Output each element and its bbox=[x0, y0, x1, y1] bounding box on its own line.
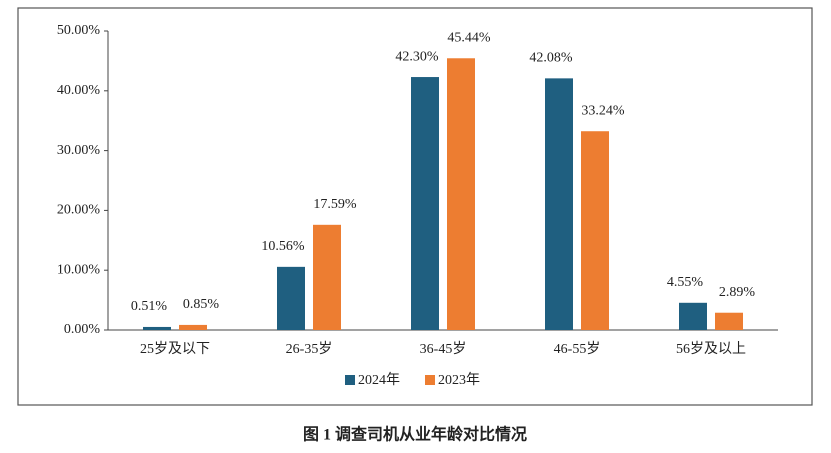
data-label: 33.24% bbox=[581, 103, 625, 118]
data-label: 0.51% bbox=[131, 299, 168, 314]
bar bbox=[715, 312, 743, 330]
bar bbox=[679, 302, 707, 330]
bar bbox=[179, 324, 207, 330]
legend-label: 2024年 bbox=[358, 372, 400, 388]
bar bbox=[545, 78, 573, 330]
bar bbox=[313, 224, 341, 330]
data-label: 42.08% bbox=[529, 51, 573, 66]
data-label: 17.59% bbox=[313, 197, 357, 212]
bar bbox=[447, 58, 475, 330]
y-tick-label: 50.00% bbox=[57, 23, 101, 38]
bar bbox=[411, 77, 439, 331]
y-tick-label: 30.00% bbox=[57, 143, 101, 158]
chart-frame bbox=[17, 7, 813, 406]
bar bbox=[277, 266, 305, 330]
y-tick-label: 40.00% bbox=[57, 83, 101, 98]
data-label: 0.85% bbox=[183, 297, 220, 312]
bar bbox=[581, 131, 609, 330]
legend-swatch bbox=[425, 375, 435, 385]
data-label: 4.55% bbox=[667, 275, 704, 290]
x-tick-label: 56岁及以上 bbox=[676, 341, 746, 357]
y-tick-label: 10.00% bbox=[57, 262, 101, 277]
x-tick-label: 26-35岁 bbox=[286, 341, 333, 357]
x-tick-label: 36-45岁 bbox=[420, 341, 467, 357]
data-label: 10.56% bbox=[261, 239, 305, 254]
data-label: 45.44% bbox=[447, 30, 491, 45]
chart-title: 图 1 调查司机从业年龄对比情况 bbox=[303, 425, 527, 444]
data-label: 42.30% bbox=[395, 49, 439, 64]
y-tick-label: 0.00% bbox=[64, 322, 101, 337]
x-tick-label: 25岁及以下 bbox=[140, 341, 210, 357]
legend-label: 2023年 bbox=[438, 372, 480, 388]
bar bbox=[143, 326, 171, 330]
x-tick-label: 46-55岁 bbox=[554, 341, 601, 357]
legend-swatch bbox=[345, 375, 355, 385]
y-tick-label: 20.00% bbox=[57, 203, 101, 218]
data-label: 2.89% bbox=[719, 285, 756, 300]
